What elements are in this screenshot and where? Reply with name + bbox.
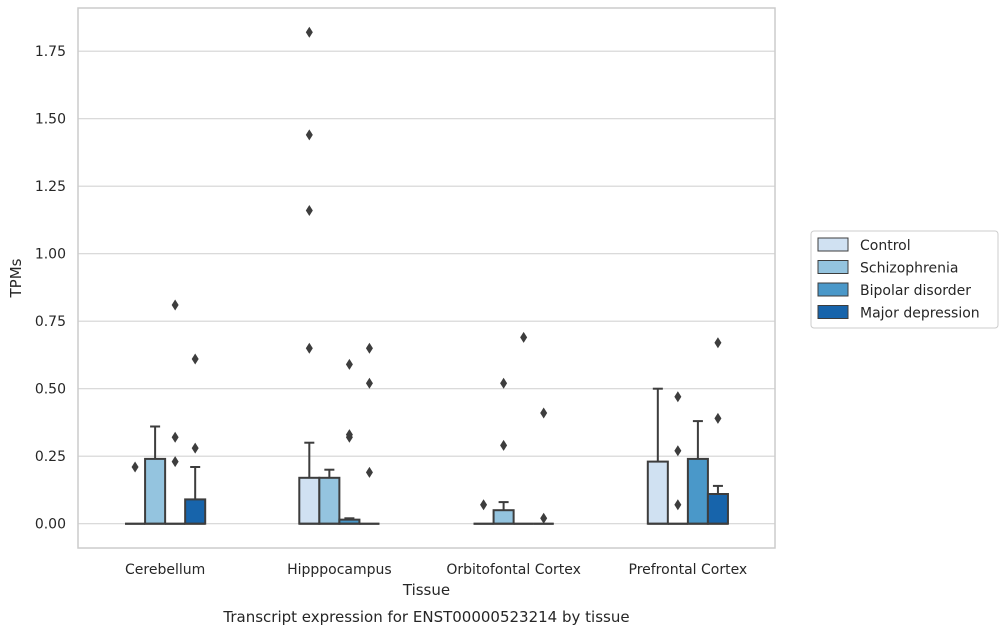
outlier-point — [131, 461, 139, 473]
box-body — [646, 460, 669, 525]
box-body — [298, 476, 321, 525]
box-major-depression — [359, 342, 380, 525]
box-body — [492, 509, 515, 525]
box-control — [646, 387, 669, 525]
box-body — [184, 498, 207, 525]
plot-frame — [77, 7, 776, 549]
legend-swatch — [817, 305, 849, 319]
outlier-point — [305, 129, 313, 141]
outlier-point — [674, 445, 682, 457]
legend-label: Bipolar disorder — [860, 283, 971, 299]
outlier-point — [345, 358, 353, 370]
legend-label: Control — [860, 238, 911, 254]
y-tick-label: 1.50 — [35, 112, 66, 128]
legend-label: Major depression — [860, 306, 980, 322]
outlier-point — [674, 391, 682, 403]
box-bipolar-disorder — [686, 420, 709, 525]
y-tick-label: 0.50 — [35, 382, 66, 398]
outlier-point — [714, 337, 722, 349]
y-axis-label: TPMs — [7, 258, 25, 298]
legend-label: Schizophrenia — [860, 261, 958, 277]
box-bipolar-disorder — [338, 358, 361, 525]
legend-frame — [810, 230, 999, 329]
outlier-point — [365, 342, 373, 354]
y-tick-label: 0.75 — [35, 314, 66, 330]
x-tick-label: Hipppocampus — [287, 562, 392, 578]
grid — [78, 50, 775, 525]
outlier-point — [305, 342, 313, 354]
outlier-point — [674, 499, 682, 511]
y-tick-label: 1.00 — [35, 247, 66, 263]
box-schizophrenia — [492, 377, 515, 525]
box-body — [318, 476, 341, 525]
box-schizophrenia — [144, 425, 167, 525]
outlier-point — [540, 407, 548, 419]
box-bipolar-disorder — [513, 331, 534, 525]
x-tick-label: Prefrontal Cortex — [629, 562, 748, 578]
y-tick-label: 1.75 — [35, 44, 66, 60]
box-major-depression — [533, 407, 554, 525]
legend-swatch — [817, 282, 849, 297]
y-tick-label: 0.25 — [35, 449, 66, 465]
outlier-point — [714, 412, 722, 424]
y-axis-ticks: 0.00 0.25 0.50 0.75 1.00 1.25 1.50 1.75 — [35, 44, 66, 533]
outlier-point — [171, 299, 179, 311]
box-schizophrenia — [667, 391, 688, 525]
outlier-point — [191, 353, 199, 365]
box-control — [473, 499, 494, 525]
x-axis-ticks: Cerebellum Hipppocampus Orbitofontal Corte… — [125, 562, 747, 578]
chart-caption: Transcript expression for ENST0000052321… — [222, 608, 629, 626]
box-schizophrenia — [318, 468, 341, 525]
outlier-point — [365, 466, 373, 478]
x-axis-label: Tissue — [402, 581, 450, 599]
outlier-point — [480, 499, 488, 511]
outlier-point — [171, 456, 179, 468]
legend: Control Schizophrenia Bipolar disorder Majo… — [810, 230, 999, 329]
y-tick-label: 1.25 — [35, 179, 66, 195]
box-major-depression — [706, 337, 729, 525]
legend-swatch — [817, 260, 849, 274]
box-major-depression — [184, 353, 207, 525]
outlier-point — [500, 377, 508, 389]
outlier-point — [520, 331, 528, 343]
legend-swatch — [817, 237, 849, 252]
box-bipolar-disorder — [165, 299, 186, 525]
outlier-point — [345, 429, 353, 441]
outlier-point — [540, 512, 548, 524]
outlier-point — [500, 439, 508, 451]
box-control — [298, 26, 321, 525]
outlier-point — [171, 431, 179, 443]
outlier-point — [305, 205, 313, 216]
box-body — [686, 457, 709, 525]
box-body — [144, 457, 167, 525]
outlier-point — [305, 26, 313, 38]
boxplot-series — [125, 26, 729, 525]
box-body — [706, 493, 729, 525]
outlier-point — [191, 442, 199, 454]
x-tick-label: Cerebellum — [125, 562, 205, 578]
y-tick-label: 0.00 — [35, 517, 66, 533]
outlier-point — [365, 377, 373, 389]
box-control — [125, 461, 146, 525]
x-tick-label: Orbitofontal Cortex — [446, 562, 581, 578]
